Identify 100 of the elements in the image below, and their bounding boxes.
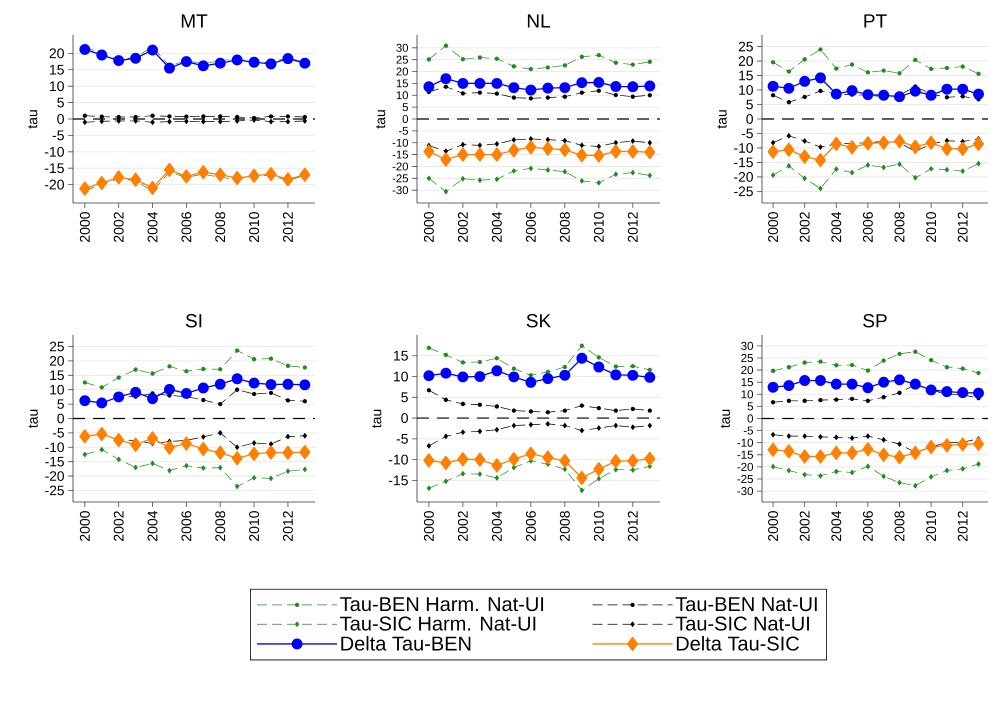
x-tick-label: 2002 <box>458 511 468 541</box>
y-tick-label: 25 <box>738 42 753 52</box>
y-tick-label: -5 <box>396 434 408 444</box>
y-tick-label: 10 <box>50 81 64 92</box>
y-tick-label: -10 <box>388 454 408 465</box>
y-tick-label: -20 <box>392 162 408 170</box>
y-tick-label: 5 <box>746 100 753 110</box>
y-tick-label: -25 <box>392 174 408 182</box>
y-tick-label: 15 <box>394 350 408 361</box>
legend-label: Tau-BEN Harm. Nat-UI <box>340 597 544 612</box>
y-tick-label: 20 <box>741 366 754 374</box>
x-tick-label: 2012 <box>958 212 968 242</box>
y-tick-label: 5 <box>57 98 64 108</box>
x-tick-label: 2002 <box>800 212 810 242</box>
y-tick-label: 15 <box>396 79 408 88</box>
x-tick-label: 2002 <box>114 511 124 541</box>
y-tick-label: -10 <box>737 438 754 447</box>
x-tick-label: 2000 <box>768 511 778 541</box>
y-tick-label: 25 <box>396 56 408 64</box>
y-tick-label: -5 <box>744 426 753 435</box>
y-tick-label: -10 <box>392 138 408 147</box>
y-tick-label: 25 <box>741 354 753 362</box>
y-tick-label: 20 <box>738 56 753 66</box>
x-tick-label: 2000 <box>768 212 778 242</box>
x-tick-label: 2004 <box>148 212 158 242</box>
y-tick-label: 30 <box>741 342 754 350</box>
y-tick-label: 25 <box>50 342 64 352</box>
x-tick-label: 2008 <box>215 511 226 541</box>
x-tick-label: 2006 <box>181 212 192 242</box>
y-tick-label: 20 <box>50 48 64 58</box>
legend-label: Tau-BEN Nat-UI <box>676 597 817 612</box>
y-axis-title: tau <box>372 410 382 428</box>
x-tick-label: 2006 <box>862 212 873 242</box>
y-tick-label: 15 <box>739 70 753 80</box>
y-tick-label: -15 <box>737 450 753 459</box>
chart-title: SI <box>186 314 202 328</box>
y-tick-label: 0 <box>402 114 408 123</box>
x-tick-label: 2004 <box>831 212 842 242</box>
y-tick-label: 0 <box>401 413 408 424</box>
y-tick-label: -25 <box>45 486 64 496</box>
x-tick-label: 2002 <box>114 212 124 242</box>
y-tick-label: -5 <box>742 128 753 138</box>
y-tick-label: -10 <box>45 442 64 452</box>
legend-label: Delta Tau-SIC <box>676 636 799 651</box>
x-tick-label: 2008 <box>894 212 904 242</box>
y-tick-label: 20 <box>396 68 408 76</box>
y-tick-label: 15 <box>742 378 753 386</box>
legend-label: Tau-SIC Harm. Nat-UI <box>340 616 536 631</box>
x-tick-label: 2008 <box>560 511 570 541</box>
y-tick-label: 5 <box>401 392 408 402</box>
x-tick-label: 2006 <box>526 212 536 242</box>
x-tick-label: 2002 <box>458 212 468 242</box>
y-axis-title: tau <box>28 410 38 428</box>
y-tick-label: -25 <box>734 186 753 196</box>
y-tick-label: -5 <box>52 428 64 438</box>
y-tick-label: -5 <box>52 130 64 140</box>
y-tick-label: -10 <box>734 143 753 153</box>
y-tick-label: -20 <box>737 462 754 471</box>
y-tick-label: 5 <box>748 402 753 410</box>
y-tick-label: -15 <box>392 150 408 159</box>
y-axis-title: tau <box>717 110 727 128</box>
x-tick-label: 2008 <box>560 212 570 242</box>
y-tick-label: 10 <box>50 384 64 395</box>
y-axis-title: tau <box>28 110 38 128</box>
y-tick-label: 30 <box>396 44 408 52</box>
y-tick-label: -10 <box>44 146 64 157</box>
legend-label: Tau-SIC Nat-UI <box>676 616 809 631</box>
y-tick-label: -15 <box>734 158 753 168</box>
y-tick-label: -20 <box>45 471 64 481</box>
y-tick-label: -30 <box>392 186 408 194</box>
x-tick-label: 2012 <box>958 511 968 541</box>
chart-title: MT <box>182 14 208 28</box>
legend-label: Delta Tau-BEN <box>341 636 470 651</box>
x-tick-label: 2000 <box>80 511 90 541</box>
y-tick-label: 15 <box>50 64 64 75</box>
chart-title: PT <box>864 14 887 28</box>
x-tick-label: 2006 <box>181 511 192 541</box>
x-tick-label: 2000 <box>424 212 434 242</box>
y-tick-label: 15 <box>50 370 64 380</box>
chart-title: SP <box>863 314 887 328</box>
y-tick-label: -5 <box>398 126 408 135</box>
chart-title: SK <box>526 314 551 328</box>
y-tick-label: 10 <box>739 85 753 95</box>
y-tick-label: -20 <box>44 180 64 190</box>
y-axis-title: tau <box>720 410 730 428</box>
x-tick-label: 2010 <box>249 511 260 541</box>
x-tick-label: 2004 <box>148 510 158 541</box>
y-tick-label: 0 <box>57 414 64 424</box>
y-tick-label: 20 <box>50 356 64 366</box>
x-tick-label: 2010 <box>926 212 936 242</box>
chart-title: NL <box>528 14 550 28</box>
y-tick-label: -15 <box>45 456 64 466</box>
x-tick-label: 2012 <box>282 212 293 242</box>
x-tick-label: 2012 <box>282 511 293 541</box>
y-tick-label: -15 <box>388 476 408 486</box>
y-tick-label: 0 <box>57 114 64 124</box>
x-tick-label: 2002 <box>800 511 810 541</box>
x-tick-label: 2004 <box>492 212 502 242</box>
x-tick-label: 2006 <box>526 511 536 541</box>
x-tick-label: 2006 <box>862 511 873 541</box>
